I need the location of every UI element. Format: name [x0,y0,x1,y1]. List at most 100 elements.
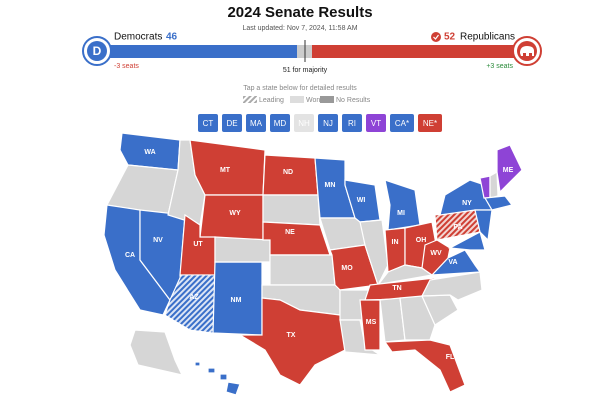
button-bg[interactable] [418,114,442,132]
state [214,236,271,263]
legend-label: Won [306,97,320,104]
state-label: NV [153,237,163,244]
state-label: NY [462,200,472,207]
state-label: IN [392,239,399,246]
button-label[interactable]: DE [226,119,237,128]
state-label: ME [503,167,514,174]
state [199,194,264,241]
dem-change: -3 seats [114,63,139,70]
button-bg[interactable] [390,114,414,132]
check-icon [431,32,441,42]
button-bg[interactable] [294,114,314,132]
state-button[interactable]: MA [246,114,266,132]
rep-icon [520,46,534,56]
state [384,227,406,273]
button-bg[interactable] [342,114,362,132]
state [484,195,514,211]
state-button[interactable]: CA* [390,114,414,132]
state-label: UT [193,241,203,248]
state-label: MN [325,182,336,189]
legend-swatch [243,96,257,103]
button-label[interactable]: NJ [323,119,333,128]
legend-swatch [290,96,304,103]
dem-icon: D [93,44,102,58]
state-label: ND [283,169,293,176]
title: 2024 Senate Results [227,4,372,21]
button-bg[interactable] [198,114,218,132]
button-bg[interactable] [366,114,386,132]
state-button[interactable]: NH [294,114,314,132]
state-button[interactable]: DE [222,114,242,132]
state-button[interactable]: RI [342,114,362,132]
state [129,329,184,376]
state [447,231,486,251]
state-label: WA [144,149,155,156]
rep-change: +3 seats [486,63,513,70]
legend-label: No Results [336,97,371,104]
state-label: CA [125,252,135,259]
state [219,373,228,381]
button-label[interactable]: MD [274,119,287,128]
button-label[interactable]: NE* [423,119,437,128]
instructions: Tap a state below for detailed results [243,85,357,92]
state-label: MS [366,319,377,326]
state-label: OH [416,237,427,244]
button-label[interactable]: CA* [395,119,409,128]
state-button[interactable]: NJ [318,114,338,132]
state-label: WY [229,210,241,217]
button-bg[interactable] [222,114,242,132]
button-label[interactable]: RI [348,119,356,128]
state-label: TN [392,285,401,292]
button-bg[interactable] [318,114,338,132]
state [207,367,216,374]
state-label: MI [397,210,405,217]
state [383,339,466,393]
state-button[interactable]: NE* [418,114,442,132]
state [269,254,336,286]
state [359,299,381,351]
state-label: NE [285,229,295,236]
check-mark [433,34,439,40]
state-button[interactable]: MD [270,114,290,132]
state-label: MT [220,167,231,174]
state-button[interactable]: VT [366,114,386,132]
state [421,271,483,301]
state-label: WV [430,250,442,257]
state [474,209,493,242]
button-label[interactable]: CT [203,119,214,128]
state [262,221,331,256]
state [225,381,241,396]
button-label[interactable]: VT [371,119,381,128]
state [496,144,523,194]
state-button[interactable]: CT [198,114,218,132]
rep-seats: 52 [444,32,456,43]
state [489,170,499,199]
state [262,194,321,226]
rep-name: Republicans [460,32,515,43]
state [384,179,421,231]
state-label: PA [453,224,462,231]
dem-name: Democrats [114,32,162,43]
button-bg[interactable] [246,114,266,132]
state [359,219,389,287]
button-label[interactable]: NH [298,119,310,128]
legend-swatch [320,96,334,103]
state-label: WI [357,197,366,204]
button-bg[interactable] [270,114,290,132]
majority-label: 51 for majority [283,67,328,74]
state-buttons: CT DE MA MD NH NJ RI VT CA* NE* [198,114,442,132]
state-label: VA [448,259,457,266]
state [237,297,346,386]
legend-label: Leading [259,97,284,104]
button-label[interactable]: MA [250,119,263,128]
dem-badge-inner [87,41,107,61]
state-label: NM [231,297,242,304]
state-label: AZ [189,294,199,301]
state-label: FL [446,354,455,361]
state [194,361,201,367]
state [399,295,436,341]
updated: Last updated: Nov 7, 2024, 11:58 AM [242,25,357,32]
us-map: WA NV CA MT WY UT AZ NM ND NE TX MN WI M… [103,132,523,396]
state-label: TX [287,332,296,339]
